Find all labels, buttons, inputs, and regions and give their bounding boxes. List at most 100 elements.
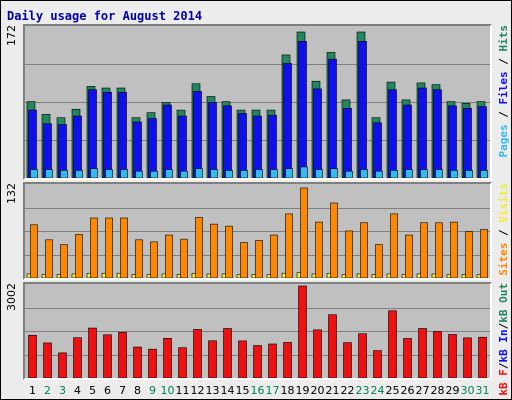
x-tick-label: 5 xyxy=(89,384,96,397)
sites-bar xyxy=(345,230,353,278)
files-bar xyxy=(58,124,67,178)
files-bar xyxy=(358,41,367,178)
sites-bar xyxy=(465,231,473,278)
sites-bar xyxy=(480,229,488,278)
kb-bar xyxy=(223,328,232,378)
x-tick-label: 8 xyxy=(134,384,141,397)
pages-bar xyxy=(300,166,308,178)
x-tick-label: 6 xyxy=(104,384,111,397)
sites-bar xyxy=(210,223,218,278)
sites-bar xyxy=(180,238,188,278)
files-bar xyxy=(268,114,277,178)
x-tick-label: 20 xyxy=(310,384,325,397)
files-bar xyxy=(118,91,127,178)
pages-bar xyxy=(330,168,338,178)
sites-bar xyxy=(150,241,158,278)
x-tick-label: 21 xyxy=(325,384,340,397)
legend-kbin: kB In xyxy=(497,329,510,363)
sites-bar xyxy=(450,221,458,278)
sites-bar xyxy=(405,234,413,278)
pages-bar xyxy=(285,168,293,178)
files-bar xyxy=(418,87,427,178)
x-tick-label: 22 xyxy=(340,384,355,397)
pages-bar xyxy=(435,169,443,178)
kb-panel xyxy=(23,282,492,380)
hits-panel xyxy=(23,24,492,180)
kb-bar xyxy=(148,348,157,378)
files-bar xyxy=(373,122,382,178)
pages-bar xyxy=(150,170,158,178)
files-bar xyxy=(148,118,157,178)
x-tick-label: 10 xyxy=(160,384,175,397)
x-tick-label: 13 xyxy=(205,384,220,397)
kb-max-label: 3002 xyxy=(5,283,18,311)
kb-bar xyxy=(448,334,457,378)
files-bar xyxy=(298,41,307,178)
files-bar xyxy=(208,102,217,178)
kb-bar xyxy=(208,340,217,378)
pages-bar xyxy=(120,169,128,178)
pages-bar xyxy=(75,170,83,178)
kb-bar xyxy=(433,331,442,378)
x-tick-label: 9 xyxy=(149,384,156,397)
files-bar xyxy=(178,115,187,178)
pages-bar xyxy=(405,169,413,178)
kb-bar xyxy=(58,352,67,378)
x-tick-label: 14 xyxy=(220,384,235,397)
x-tick-label: 24 xyxy=(370,384,385,397)
kb-bar xyxy=(133,346,142,378)
files-bar xyxy=(343,108,352,178)
x-tick-label: 17 xyxy=(265,384,280,397)
kb-bar xyxy=(103,334,112,378)
sites-bar xyxy=(255,240,263,278)
sites-plot xyxy=(25,187,490,278)
kb-bar xyxy=(28,334,37,378)
sites-bar xyxy=(330,202,338,278)
x-tick-label: 11 xyxy=(175,384,190,397)
pages-bar xyxy=(180,170,188,178)
sites-bar xyxy=(75,234,83,278)
x-tick-label: 18 xyxy=(280,384,295,397)
sites-bar xyxy=(300,187,308,278)
files-bar xyxy=(478,106,487,178)
sites-bar xyxy=(90,217,98,278)
x-tick-label: 26 xyxy=(400,384,415,397)
kb-bar xyxy=(358,333,367,378)
files-bar xyxy=(88,89,97,178)
legend-sites: Sites xyxy=(497,242,510,276)
x-tick-label: 19 xyxy=(295,384,310,397)
sites-bar xyxy=(270,234,278,278)
x-tick-label: 15 xyxy=(235,384,250,397)
kb-bar xyxy=(163,338,172,378)
files-bar xyxy=(133,121,142,178)
pages-bar xyxy=(165,169,173,178)
files-bar xyxy=(28,109,37,178)
sites-legend: Sites / Visits xyxy=(493,183,512,280)
x-tick-label: 12 xyxy=(190,384,205,397)
sites-bar xyxy=(195,217,203,278)
sites-max-label: 132 xyxy=(5,183,18,204)
kb-bar xyxy=(238,340,247,378)
legend-sep: / xyxy=(497,362,510,370)
pages-bar xyxy=(450,170,458,178)
sites-bar xyxy=(285,213,293,278)
files-bar xyxy=(403,104,412,178)
pages-bar xyxy=(375,170,383,178)
kb-bar xyxy=(418,328,427,378)
legend-sep: / xyxy=(497,322,510,330)
pages-bar xyxy=(480,170,488,178)
sites-bar xyxy=(165,234,173,278)
kb-bar xyxy=(463,337,472,378)
pages-bar xyxy=(240,170,248,178)
pages-bar xyxy=(360,169,368,178)
kb-bar xyxy=(118,332,127,378)
files-bar xyxy=(448,105,457,178)
x-tick-label: 27 xyxy=(415,384,430,397)
files-bar xyxy=(73,115,82,178)
x-tick-label: 1 xyxy=(29,384,36,397)
legend-kbout: kB Out xyxy=(497,283,510,323)
files-bar xyxy=(463,108,472,178)
kb-bar xyxy=(298,285,307,378)
pages-bar xyxy=(465,170,473,178)
